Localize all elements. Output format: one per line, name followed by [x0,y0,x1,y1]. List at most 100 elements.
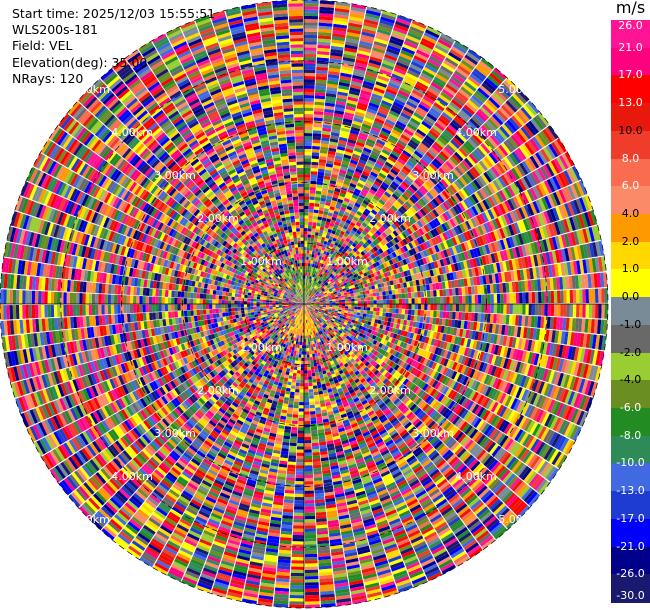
ppi-cell [452,168,462,178]
ppi-cell [313,293,317,296]
ppi-cell [314,235,319,239]
ppi-cell [344,297,349,300]
ppi-cell [308,215,313,219]
ppi-cell [331,280,335,284]
ppi-cell [325,278,329,282]
ppi-cell [331,216,337,222]
ppi-cell [309,250,313,254]
ppi-cell [311,158,319,163]
ppi-cell [309,273,313,277]
ppi-cell [345,249,351,255]
ppi-cell [321,246,326,251]
ppi-cell [307,292,310,296]
ppi-cell [376,296,380,300]
ppi-cell [388,134,399,142]
ppi-cell [317,238,321,243]
ppi-cell [309,289,312,294]
ppi-cell [439,311,444,319]
ppi-cell [338,302,342,304]
ppi-cell [500,293,504,304]
ppi-cell [354,114,364,121]
ppi-cell [493,304,498,314]
ppi-cell [331,125,341,131]
ppi-cell [305,285,307,289]
ppi-cell [359,315,363,320]
ppi-cell [572,304,577,318]
ppi-cell [321,130,331,136]
ppi-cell [371,217,378,224]
ppi-cell [306,299,309,302]
ppi-cell [304,126,313,131]
ppi-cell [402,212,410,220]
ppi-cell [306,250,310,254]
ppi-cell [512,93,525,107]
ppi-cell [467,312,472,321]
ppi-cell [387,155,397,163]
ppi-cell [337,88,349,94]
ppi-cell [308,269,312,273]
ppi-cell [331,42,345,48]
ppi-cell [407,69,420,78]
ppi-cell [335,239,341,244]
ppi-cell [347,138,357,145]
ppi-cell [332,300,336,303]
ppi-cell [376,139,386,146]
ppi-cell [345,38,359,44]
ppi-cell [350,311,355,315]
ppi-cell [308,297,312,300]
ppi-cell [419,101,431,110]
ppi-cell [466,155,476,166]
ppi-cell [374,162,383,170]
ppi-cell [452,136,463,147]
ppi-cell [338,298,342,301]
ppi-cell [448,288,453,296]
ppi-cell [322,264,327,269]
ppi-cell [345,237,351,243]
ppi-cell [397,139,407,147]
ppi-cell [357,235,364,241]
ppi-cell [465,295,469,304]
ppi-cell [462,125,474,136]
ppi-cell [356,292,361,296]
ppi-cell [326,160,334,165]
ppi-cell [479,84,492,97]
ppi-cell [319,229,324,234]
ppi-cell [325,244,330,249]
ppi-cell [344,177,352,183]
ppi-cell [305,275,307,279]
ppi-cell [579,304,583,318]
ppi-cell [386,299,390,304]
ppi-cell [336,228,342,234]
ppi-cell [361,86,373,93]
ppi-cell [320,140,330,145]
ppi-cell [322,260,326,265]
ppi-cell [481,82,494,94]
ppi-cell [371,209,378,216]
ppi-cell [331,240,336,245]
ppi-cell [401,293,406,299]
ppi-cell [304,269,306,273]
ppi-cell [337,255,342,260]
ppi-cell [304,228,308,232]
ppi-cell [421,37,436,47]
ppi-cell [328,70,340,76]
ppi-cell [311,287,314,291]
ppi-cell [328,64,341,70]
ppi-cell [325,234,330,239]
ppi-cell [311,296,315,299]
ppi-cell [394,144,404,153]
ppi-cell [490,304,494,314]
ppi-cell [332,251,337,257]
ppi-cell [392,29,407,38]
ppi-cell [304,79,315,83]
ppi-cell [459,176,468,187]
ppi-cell [413,166,423,175]
ppi-cell [466,170,476,181]
ppi-cell [311,291,314,295]
ppi-cell [446,304,450,312]
ppi-cell [318,22,333,27]
ppi-cell [349,199,356,206]
ppi-cell [353,257,358,262]
ppi-cell [436,119,447,129]
ppi-cell [386,115,397,124]
